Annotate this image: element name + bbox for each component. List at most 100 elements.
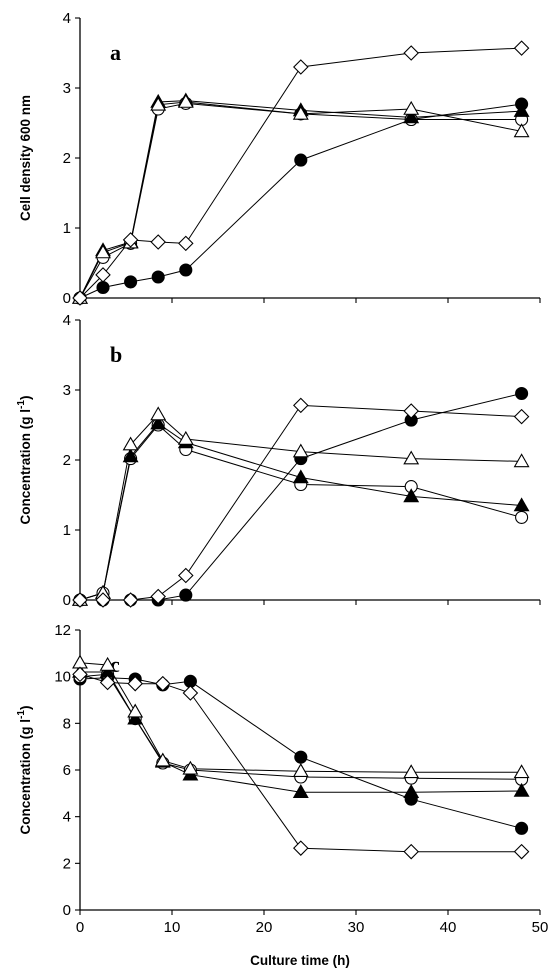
data-point-open-diamond [72,592,88,608]
data-point-filled-triangle [122,448,139,463]
data-point-open-triangle [99,656,116,671]
panel-label: b [110,342,122,367]
series-line-open-diamond [79,47,522,299]
data-point-open-triangle [513,764,530,779]
data-point-filled-triangle [127,710,144,725]
x-tick-label: 50 [532,919,549,936]
y-tick-label: 4 [63,809,71,826]
data-point-open-triangle [292,443,309,458]
data-point-filled-circle [124,275,138,289]
data-point-filled-triangle [292,469,309,484]
data-point-open-triangle [150,96,167,111]
data-point-open-triangle [122,436,139,451]
x-tick-label: 10 [164,919,181,936]
data-point-filled-triangle [292,784,309,798]
data-point-open-diamond [293,59,309,75]
data-point-filled-circle [294,750,308,764]
data-point-open-triangle [177,430,194,445]
data-point-open-diamond [99,674,116,691]
series-line-open-circle [79,102,522,299]
data-point-open-diamond [403,843,419,860]
y-tick-label: 4 [63,10,71,27]
y-tick-label: 0 [63,290,71,307]
data-point-open-diamond [513,408,530,425]
data-point-open-diamond [293,397,309,414]
data-point-open-diamond [155,675,171,692]
data-point-open-diamond [122,592,139,608]
y-axis-title: Concentration (g l-1) [16,396,33,525]
data-point-open-diamond [403,45,419,61]
data-point-open-diamond [293,840,309,856]
data-point-open-diamond [150,588,166,605]
panel-b: 0 1 2 3 4 Concentration (g l-1) b [16,312,541,609]
data-point-open-triangle [177,93,194,108]
panel-a: 0 1 2 3 4 Cell density 600 nm a [18,10,541,307]
series-line-filled-circle [79,103,522,299]
data-point-open-diamond [127,675,143,692]
y-tick-label: 0 [63,592,71,609]
data-point-open-triangle [95,244,111,259]
x-tick-label: 20 [256,919,273,936]
data-point-open-circle [515,510,529,524]
y-tick-label: 2 [63,452,71,469]
series-line-filled-triangle [79,100,522,299]
data-point-filled-circle [179,588,193,602]
y-tick-label: 1 [63,522,71,539]
data-point-open-diamond [122,232,139,248]
y-tick-label: 3 [63,382,71,399]
x-tick-label: 0 [76,919,84,936]
data-point-open-diamond [513,843,530,860]
data-point-filled-circle [294,153,308,167]
y-tick-label: 0 [63,902,71,919]
panel-label: a [110,40,121,65]
y-tick-label: 4 [63,312,71,329]
series-line-open-triangle [79,413,522,601]
data-point-open-diamond [513,40,530,56]
data-point-filled-circle [515,821,529,835]
data-point-filled-triangle [150,415,167,430]
data-point-open-diamond [95,592,111,608]
y-tick-label: 8 [63,715,71,732]
data-point-open-triangle [154,752,171,767]
data-point-open-triangle [513,123,530,138]
panel-label: c [110,652,120,677]
data-point-open-triangle [127,703,144,718]
data-point-filled-circle [515,386,529,401]
data-point-filled-circle [151,270,165,284]
data-point-open-triangle [150,406,167,421]
data-point-filled-triangle [513,782,530,797]
data-point-filled-triangle [513,497,530,512]
y-tick-label: 1 [63,220,71,237]
data-point-filled-triangle [403,784,420,798]
y-tick-label: 2 [63,855,71,872]
series-line-open-diamond [80,404,522,601]
data-point-open-diamond [182,685,199,701]
x-tick-label: 30 [348,919,365,936]
data-point-open-triangle [182,760,199,775]
y-tick-label: 6 [63,762,71,779]
data-point-filled-triangle [513,102,530,117]
data-point-open-diamond [72,290,88,306]
data-point-filled-circle [96,280,110,295]
y-tick-label: 10 [54,669,71,686]
series-line-filled-circle [80,393,522,601]
y-tick-label: 2 [63,150,71,167]
data-point-open-triangle [72,654,88,669]
y-axis-title: Cell density 600 nm [18,95,33,221]
data-point-filled-triangle [403,109,420,124]
x-tick-label: 40 [440,919,457,936]
data-point-open-triangle [292,763,309,777]
data-point-open-diamond [95,267,111,283]
panel-c: 0 2 4 6 8 10 12 0 10 20 30 40 50 Concentration (g l-1… [16,622,548,936]
data-point-open-triangle [513,453,530,468]
x-axis-title: Culture time (h) [250,953,350,968]
data-point-open-diamond [150,234,166,250]
data-point-open-triangle [403,764,420,779]
data-point-open-diamond [178,567,194,584]
data-point-filled-circle [179,263,193,277]
y-axis-title: Concentration (g l-1) [16,706,33,835]
y-tick-label: 3 [63,80,71,97]
data-point-open-diamond [403,403,419,419]
data-point-open-triangle [403,450,420,465]
